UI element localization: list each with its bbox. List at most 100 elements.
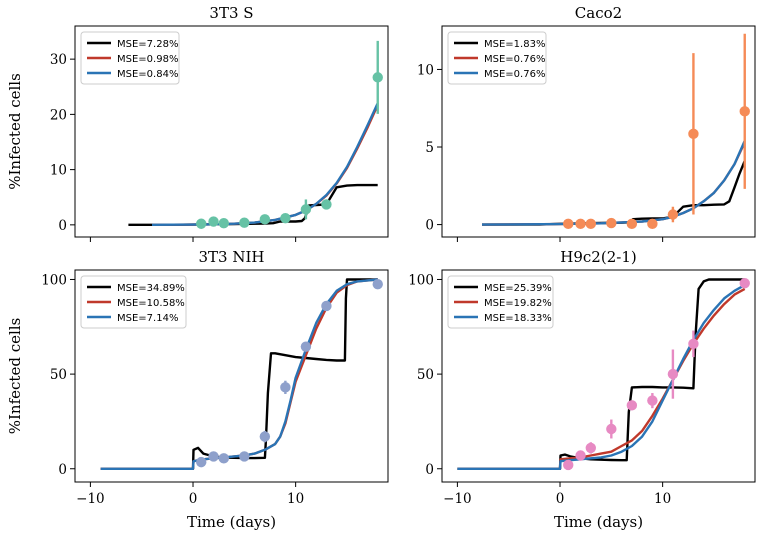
data-point (647, 218, 658, 230)
subplot-1: Caco2 0 5 10 MSE=1.83% MSE=0.76% MSE=0.76% (417, 4, 756, 242)
data-point (321, 199, 332, 210)
series-line-0 (482, 160, 746, 226)
x-tick-label: −10 (443, 491, 472, 507)
y-tick-label: 0 (425, 462, 434, 478)
data-points (563, 278, 750, 471)
legend-label: MSE=7.14% (117, 313, 178, 324)
data-point (563, 459, 574, 471)
y-tick-label: 10 (417, 62, 434, 78)
subplot-0: 3T3 S 0 10 20 30 MSE=7.28% MSE=0.98% MSE=0.84%%… (6, 4, 389, 242)
data-point (196, 456, 207, 468)
data-point (647, 395, 658, 406)
subplot-title: 3T3 NIH (199, 248, 265, 266)
y-tick-label: 50 (50, 367, 67, 383)
data-point (575, 218, 586, 230)
legend-label: MSE=18.33% (484, 313, 552, 324)
legend-box (447, 31, 547, 85)
x-tick-label: 10 (287, 491, 304, 507)
y-tick-label: 50 (417, 367, 434, 383)
y-tick-label: 100 (41, 272, 67, 288)
y-tick-label: 30 (50, 52, 67, 68)
legend-label: MSE=19.82% (484, 298, 552, 309)
y-axis-label: %Infected cells (6, 73, 24, 190)
data-point (626, 218, 638, 230)
data-points (196, 40, 383, 229)
data-point (575, 450, 586, 461)
data-point (239, 217, 250, 228)
data-point (688, 128, 699, 140)
legend-label: MSE=1.83% (484, 39, 545, 50)
data-point (606, 217, 617, 229)
subplot-title: Caco2 (575, 4, 622, 22)
legend-box (80, 31, 180, 85)
data-point (563, 218, 574, 230)
subplot-2: 3T3 NIH−10 0 10050100MSE=34.89%MSE=10.58%M… (6, 248, 389, 531)
legend-label: MSE=34.89% (117, 283, 185, 294)
subplot-title: H9c2(2-1) (560, 248, 636, 266)
legend-box (80, 275, 187, 329)
x-tick-label: 10 (654, 491, 671, 507)
series-line-2 (481, 140, 746, 226)
data-point (606, 423, 617, 435)
data-point (259, 431, 271, 442)
data-point (300, 204, 312, 215)
x-tick-label: −10 (76, 491, 105, 507)
data-point (585, 442, 597, 454)
axes-frame (441, 269, 756, 483)
data-point (280, 382, 291, 393)
axes-frame (441, 25, 756, 238)
legend-box (447, 275, 554, 329)
data-point (739, 106, 750, 117)
data-point (300, 341, 312, 352)
x-tick-label: 0 (556, 491, 565, 507)
y-tick-label: 20 (50, 107, 67, 123)
series-lines (481, 140, 746, 226)
data-point (667, 209, 679, 220)
legend-label: MSE=10.58% (117, 298, 185, 309)
legend-label: MSE=0.76% (484, 54, 545, 65)
data-point (739, 278, 750, 289)
series-lines (128, 102, 379, 227)
x-axis-label: Time (days) (187, 513, 276, 531)
data-point (259, 214, 271, 225)
legend-label: MSE=0.84% (117, 69, 178, 80)
axes-frame (74, 269, 389, 483)
data-point (626, 400, 638, 411)
legend-label: MSE=0.76% (484, 69, 545, 80)
y-axis-label: %Infected cells (6, 318, 24, 435)
data-point (218, 453, 230, 464)
legend-label: MSE=7.28% (117, 39, 178, 50)
series-line-1 (151, 104, 379, 226)
y-tick-label: 0 (58, 462, 67, 478)
series-lines (457, 278, 746, 470)
data-points (196, 278, 383, 468)
series-line-1 (481, 141, 746, 226)
x-tick-label: 0 (189, 491, 198, 507)
x-axis-label: Time (days) (554, 513, 643, 531)
series-line-2 (151, 102, 379, 226)
data-point (239, 451, 250, 462)
legend-label: MSE=25.39% (484, 283, 552, 294)
y-tick-label: 5 (425, 140, 434, 156)
y-tick-label: 0 (58, 218, 67, 234)
data-point (372, 278, 383, 290)
axes-frame (74, 25, 389, 238)
series-line-1 (457, 287, 746, 470)
subplot-3: H9c2(2-1)−10 0 10050100MSE=25.39%MSE=19.82… (408, 248, 756, 531)
data-point (196, 218, 207, 229)
series-line-2 (457, 284, 746, 470)
y-tick-label: 100 (408, 272, 434, 288)
data-point (218, 217, 230, 229)
data-points (563, 33, 750, 230)
data-point (208, 216, 219, 227)
data-point (372, 72, 383, 83)
data-point (280, 213, 291, 224)
data-point (667, 368, 679, 380)
data-point (321, 300, 332, 312)
data-point (688, 338, 699, 350)
data-point (585, 218, 597, 230)
legend-label: MSE=0.98% (117, 54, 178, 65)
series-line-0 (100, 278, 378, 470)
data-point (208, 451, 219, 462)
